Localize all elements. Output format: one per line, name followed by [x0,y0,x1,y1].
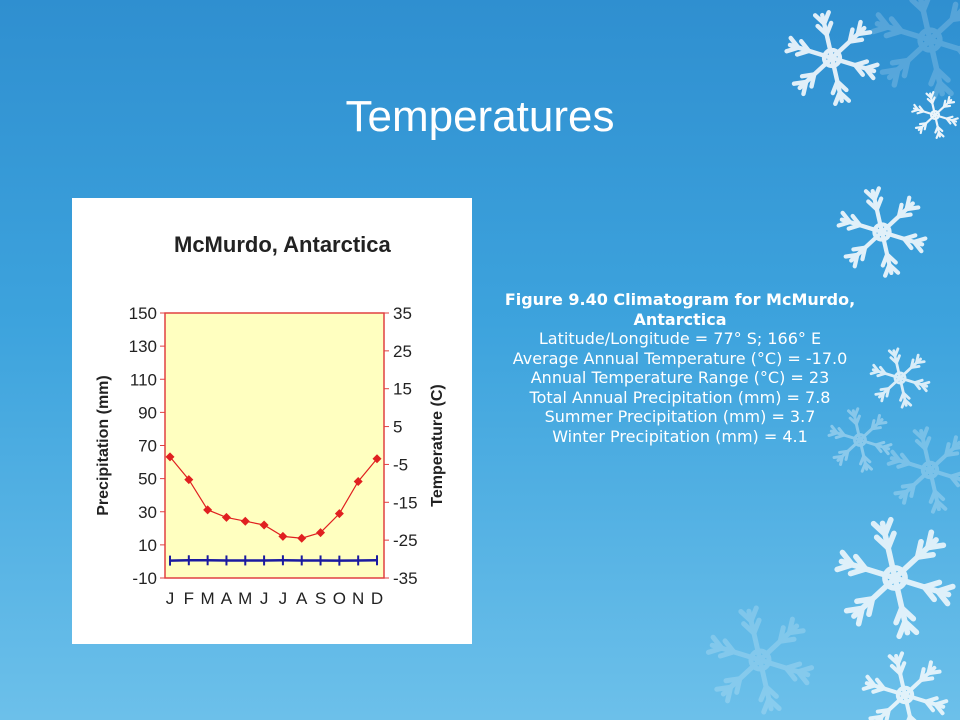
temperature-line [169,456,378,539]
plot-area [164,312,385,579]
left-tick-label: 130 [129,337,157,356]
temperature-point [316,528,326,538]
y-axis-label-right: Temperature (C) [429,384,446,506]
left-tick-label: 110 [130,370,157,389]
caption-total-precip: Total Annual Precipitation (mm) = 7.8 [529,387,831,407]
snowflake-icon [784,10,880,106]
left-tick-label: 50 [138,470,157,489]
x-tick-label: N [352,589,364,608]
temperature-point [259,520,269,530]
right-tick-label: 25 [393,342,412,361]
x-tick-label: D [371,589,383,608]
snowflake-icon [870,0,960,100]
x-tick-label: S [315,589,326,608]
caption-avg-temp: Average Annual Temperature (°C) = -17.0 [512,348,848,368]
x-tick-label: M [238,589,252,608]
slide-title: Temperatures [345,92,615,141]
climatogram-chart: McMurdo, Antarctica 150 130 110 90 70 50 30 10 -1… [95,232,446,608]
snowflake-icon [834,516,956,640]
temperature-point [203,505,213,515]
right-tick-label: -25 [393,531,418,550]
snowflake-icon [911,91,959,139]
temperature-point [184,475,194,485]
x-tick-label: A [296,589,308,608]
caption-winter-precip: Winter Precipitation (mm) = 4.1 [552,426,808,446]
snowflake-icon [861,651,949,720]
snowflake-icon [836,186,928,278]
x-tick-label: A [221,589,233,608]
right-tick-label: 35 [393,304,412,323]
chart-title: McMurdo, Antarctica [174,232,392,257]
left-tick-label: -10 [132,569,157,588]
figure-caption: Figure 9.40 Climatogram for McMurdo, Ant… [492,290,868,446]
temperature-point [165,452,175,462]
chart-panel: McMurdo, Antarctica 150 130 110 90 70 50 30 10 -1… [72,198,472,644]
x-tick-label: J [260,589,269,608]
snowflake-icon [827,407,893,473]
snowflake-icon [886,426,960,514]
x-tick-label: O [333,589,346,608]
temperature-point [372,454,382,464]
temperature-point [297,533,307,543]
temperature-point [240,516,250,526]
x-tick-label: F [184,589,194,608]
x-tick-label: J [279,589,288,608]
right-tick-label: -15 [393,493,418,512]
temperature-point [353,476,363,486]
x-tick-label: M [201,589,215,608]
right-tick-label: 15 [393,380,412,399]
right-tick-label: -35 [393,569,418,588]
left-tick-label: 150 [129,304,157,323]
right-tick-label: -5 [393,455,408,474]
caption-latlong: Latitude/Longitude = 77° S; 166° E [538,329,822,348]
right-tick-label: 5 [393,418,402,437]
temperature-point [278,531,288,541]
left-tick-label: 30 [138,503,157,522]
y-axis-label-left: Precipitation (mm) [95,375,112,515]
caption-temp-range: Annual Temperature Range (°C) = 23 [530,368,830,387]
x-tick-label: J [166,589,175,608]
left-tick-label: 70 [138,437,157,456]
snowflake-icon [869,347,931,409]
snowflake-icon [705,605,815,715]
left-tick-label: 10 [138,536,157,555]
temperature-point [221,512,231,522]
caption-heading: Figure 9.40 Climatogram for McMurdo, Ant… [504,290,856,329]
temperature-point [334,509,344,519]
caption-summer-precip: Summer Precipitation (mm) = 3.7 [544,407,816,426]
left-tick-label: 90 [138,403,157,422]
